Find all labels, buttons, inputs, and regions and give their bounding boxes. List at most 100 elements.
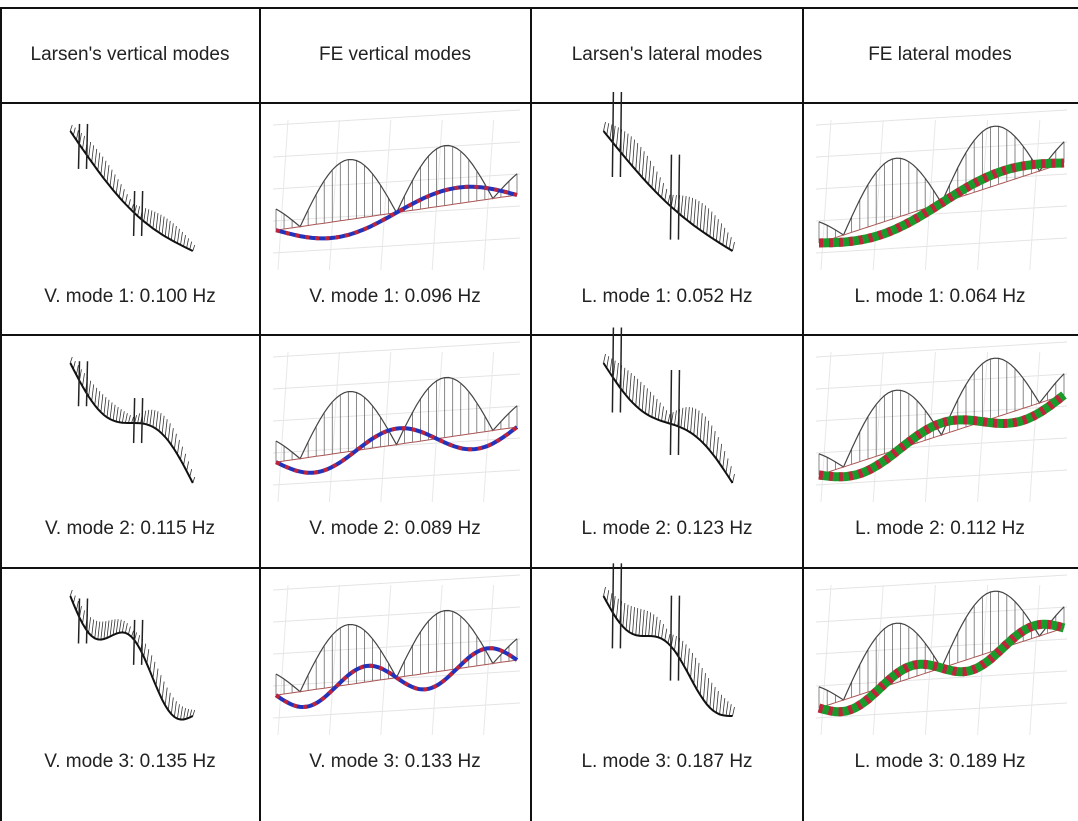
hanger <box>75 365 79 376</box>
hanger <box>709 682 713 708</box>
hanger <box>146 209 150 224</box>
mode-caption: V. mode 2: 0.115 Hz <box>45 518 215 539</box>
hanger <box>616 598 619 619</box>
mode-caption: V. mode 1: 0.100 Hz <box>44 286 215 307</box>
hanger <box>128 415 131 424</box>
hanger <box>661 183 664 198</box>
hanger <box>683 196 687 218</box>
hanger <box>635 143 639 171</box>
hanger <box>625 604 629 630</box>
hanger <box>146 409 150 425</box>
hanger <box>699 203 703 231</box>
hanger <box>100 394 104 413</box>
grid <box>815 702 1068 719</box>
mode-shape <box>274 646 519 710</box>
hanger <box>654 171 658 192</box>
column-header: FE vertical modes <box>319 44 471 65</box>
hanger <box>674 635 677 651</box>
hanger <box>69 356 73 364</box>
hanger <box>651 166 655 188</box>
hanger <box>693 657 697 684</box>
hanger <box>722 698 726 716</box>
mode-caption: V. mode 3: 0.135 Hz <box>44 751 215 772</box>
hanger <box>118 619 122 633</box>
grid <box>483 584 495 736</box>
hanger <box>124 413 128 424</box>
hanger <box>635 608 639 636</box>
hanger <box>152 661 156 679</box>
hanger <box>177 439 180 455</box>
grid <box>977 119 989 271</box>
hanger <box>183 707 186 720</box>
hanger <box>667 634 671 644</box>
hanger <box>703 416 706 444</box>
hanger <box>641 385 645 412</box>
hanger <box>97 391 101 410</box>
hanger <box>709 211 713 237</box>
hanger <box>635 378 639 406</box>
grid <box>380 119 392 271</box>
hanger <box>606 356 610 369</box>
mode-shape <box>275 184 518 241</box>
hanger <box>661 406 664 422</box>
hanger <box>638 381 642 409</box>
hanger <box>628 373 632 400</box>
hanger <box>161 415 165 434</box>
grid <box>815 141 1068 158</box>
hanger <box>173 433 177 450</box>
hanger <box>121 189 125 201</box>
grid <box>924 584 936 736</box>
hanger <box>690 652 693 679</box>
hanger <box>109 619 113 637</box>
mode-caption: L. mode 3: 0.189 Hz <box>854 751 1025 772</box>
hanger <box>149 655 153 672</box>
hanger <box>69 124 73 132</box>
hanger <box>128 626 131 635</box>
hanger <box>91 145 95 163</box>
hanger <box>152 410 156 427</box>
mode-figure <box>602 91 735 252</box>
grid <box>815 341 1068 358</box>
hanger <box>149 210 153 227</box>
grid <box>815 205 1068 222</box>
hanger <box>661 623 664 639</box>
hanger <box>719 223 722 243</box>
grid <box>272 574 521 591</box>
mode-shape <box>817 619 1066 717</box>
mode-caption: V. mode 1: 0.096 Hz <box>309 286 480 307</box>
hanger <box>137 206 141 217</box>
deck <box>69 595 194 721</box>
hanger <box>173 225 177 242</box>
grid <box>815 237 1068 254</box>
hanger <box>706 208 710 235</box>
grid <box>815 109 1068 126</box>
tower <box>77 123 89 169</box>
mode-figure <box>272 574 521 736</box>
grid <box>924 119 936 271</box>
hanger <box>732 473 735 484</box>
hanger <box>732 241 735 252</box>
hanger <box>115 619 119 634</box>
hanger <box>725 232 729 248</box>
hanger <box>112 619 116 636</box>
grid <box>272 341 521 358</box>
hanger <box>722 450 726 469</box>
hanger <box>167 423 171 441</box>
hanger <box>664 628 668 641</box>
hanger <box>88 617 92 634</box>
grid <box>328 119 340 271</box>
grid <box>483 351 495 503</box>
tower <box>132 190 144 236</box>
mode-figure <box>69 356 196 484</box>
hanger <box>186 238 190 249</box>
grid <box>431 119 443 271</box>
deck <box>69 362 194 484</box>
mode-figure <box>815 341 1068 503</box>
hanger <box>109 169 113 187</box>
grid <box>272 109 521 126</box>
deck <box>69 130 194 252</box>
grid <box>483 119 495 271</box>
hanger <box>690 407 693 433</box>
hanger <box>606 590 610 603</box>
grid <box>272 141 521 158</box>
